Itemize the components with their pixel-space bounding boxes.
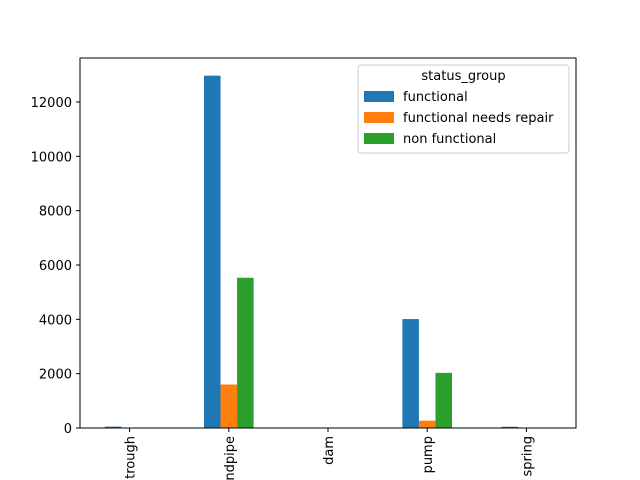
- x-axis: trough standpipe dam pump spring: [124, 428, 535, 480]
- bar-pump-functional-needs-repair: [418, 420, 436, 428]
- bar-pump-non-functional: [435, 372, 452, 428]
- y-tick-label: 10000: [31, 150, 72, 165]
- x-tick-label-spring: spring: [520, 436, 535, 476]
- y-tick-label: 2000: [39, 368, 72, 383]
- y-tick-label: 12000: [31, 96, 72, 111]
- bar-pump-functional: [402, 319, 419, 428]
- bar-standpipe-functional-needs-repair: [220, 384, 238, 428]
- bars-group: [104, 75, 552, 428]
- bar-trough-functional: [104, 426, 122, 428]
- bar-spring-functional: [501, 426, 519, 428]
- legend-swatch-functional: [364, 91, 394, 102]
- bar-standpipe-non-functional: [237, 277, 254, 428]
- legend-swatch-functional-needs-repair: [364, 112, 394, 123]
- legend-title: status_group: [421, 69, 505, 84]
- legend: status_group functional functional needs …: [357, 64, 570, 154]
- plot-area-frame: [79, 57, 577, 429]
- legend-label-functional: functional: [403, 90, 468, 105]
- x-tick-label-trough: trough: [124, 436, 139, 479]
- x-tick-label-dam: dam: [322, 436, 337, 465]
- y-tick-label: 4000: [39, 313, 72, 328]
- legend-label-non-functional: non functional: [403, 132, 496, 147]
- x-tick-label-pump: pump: [421, 436, 436, 473]
- y-tick-label: 8000: [39, 205, 72, 220]
- bar-standpipe-functional: [204, 75, 221, 428]
- y-axis: 0 2000 4000 6000 8000 10000 12000: [31, 96, 80, 437]
- legend-swatch-non-functional: [364, 133, 394, 144]
- y-tick-label: 0: [64, 422, 72, 437]
- y-tick-label: 6000: [39, 259, 72, 274]
- legend-label-functional-needs-repair: functional needs repair: [403, 111, 554, 126]
- legend-box: [357, 64, 570, 154]
- x-tick-label-standpipe: standpipe: [223, 436, 238, 480]
